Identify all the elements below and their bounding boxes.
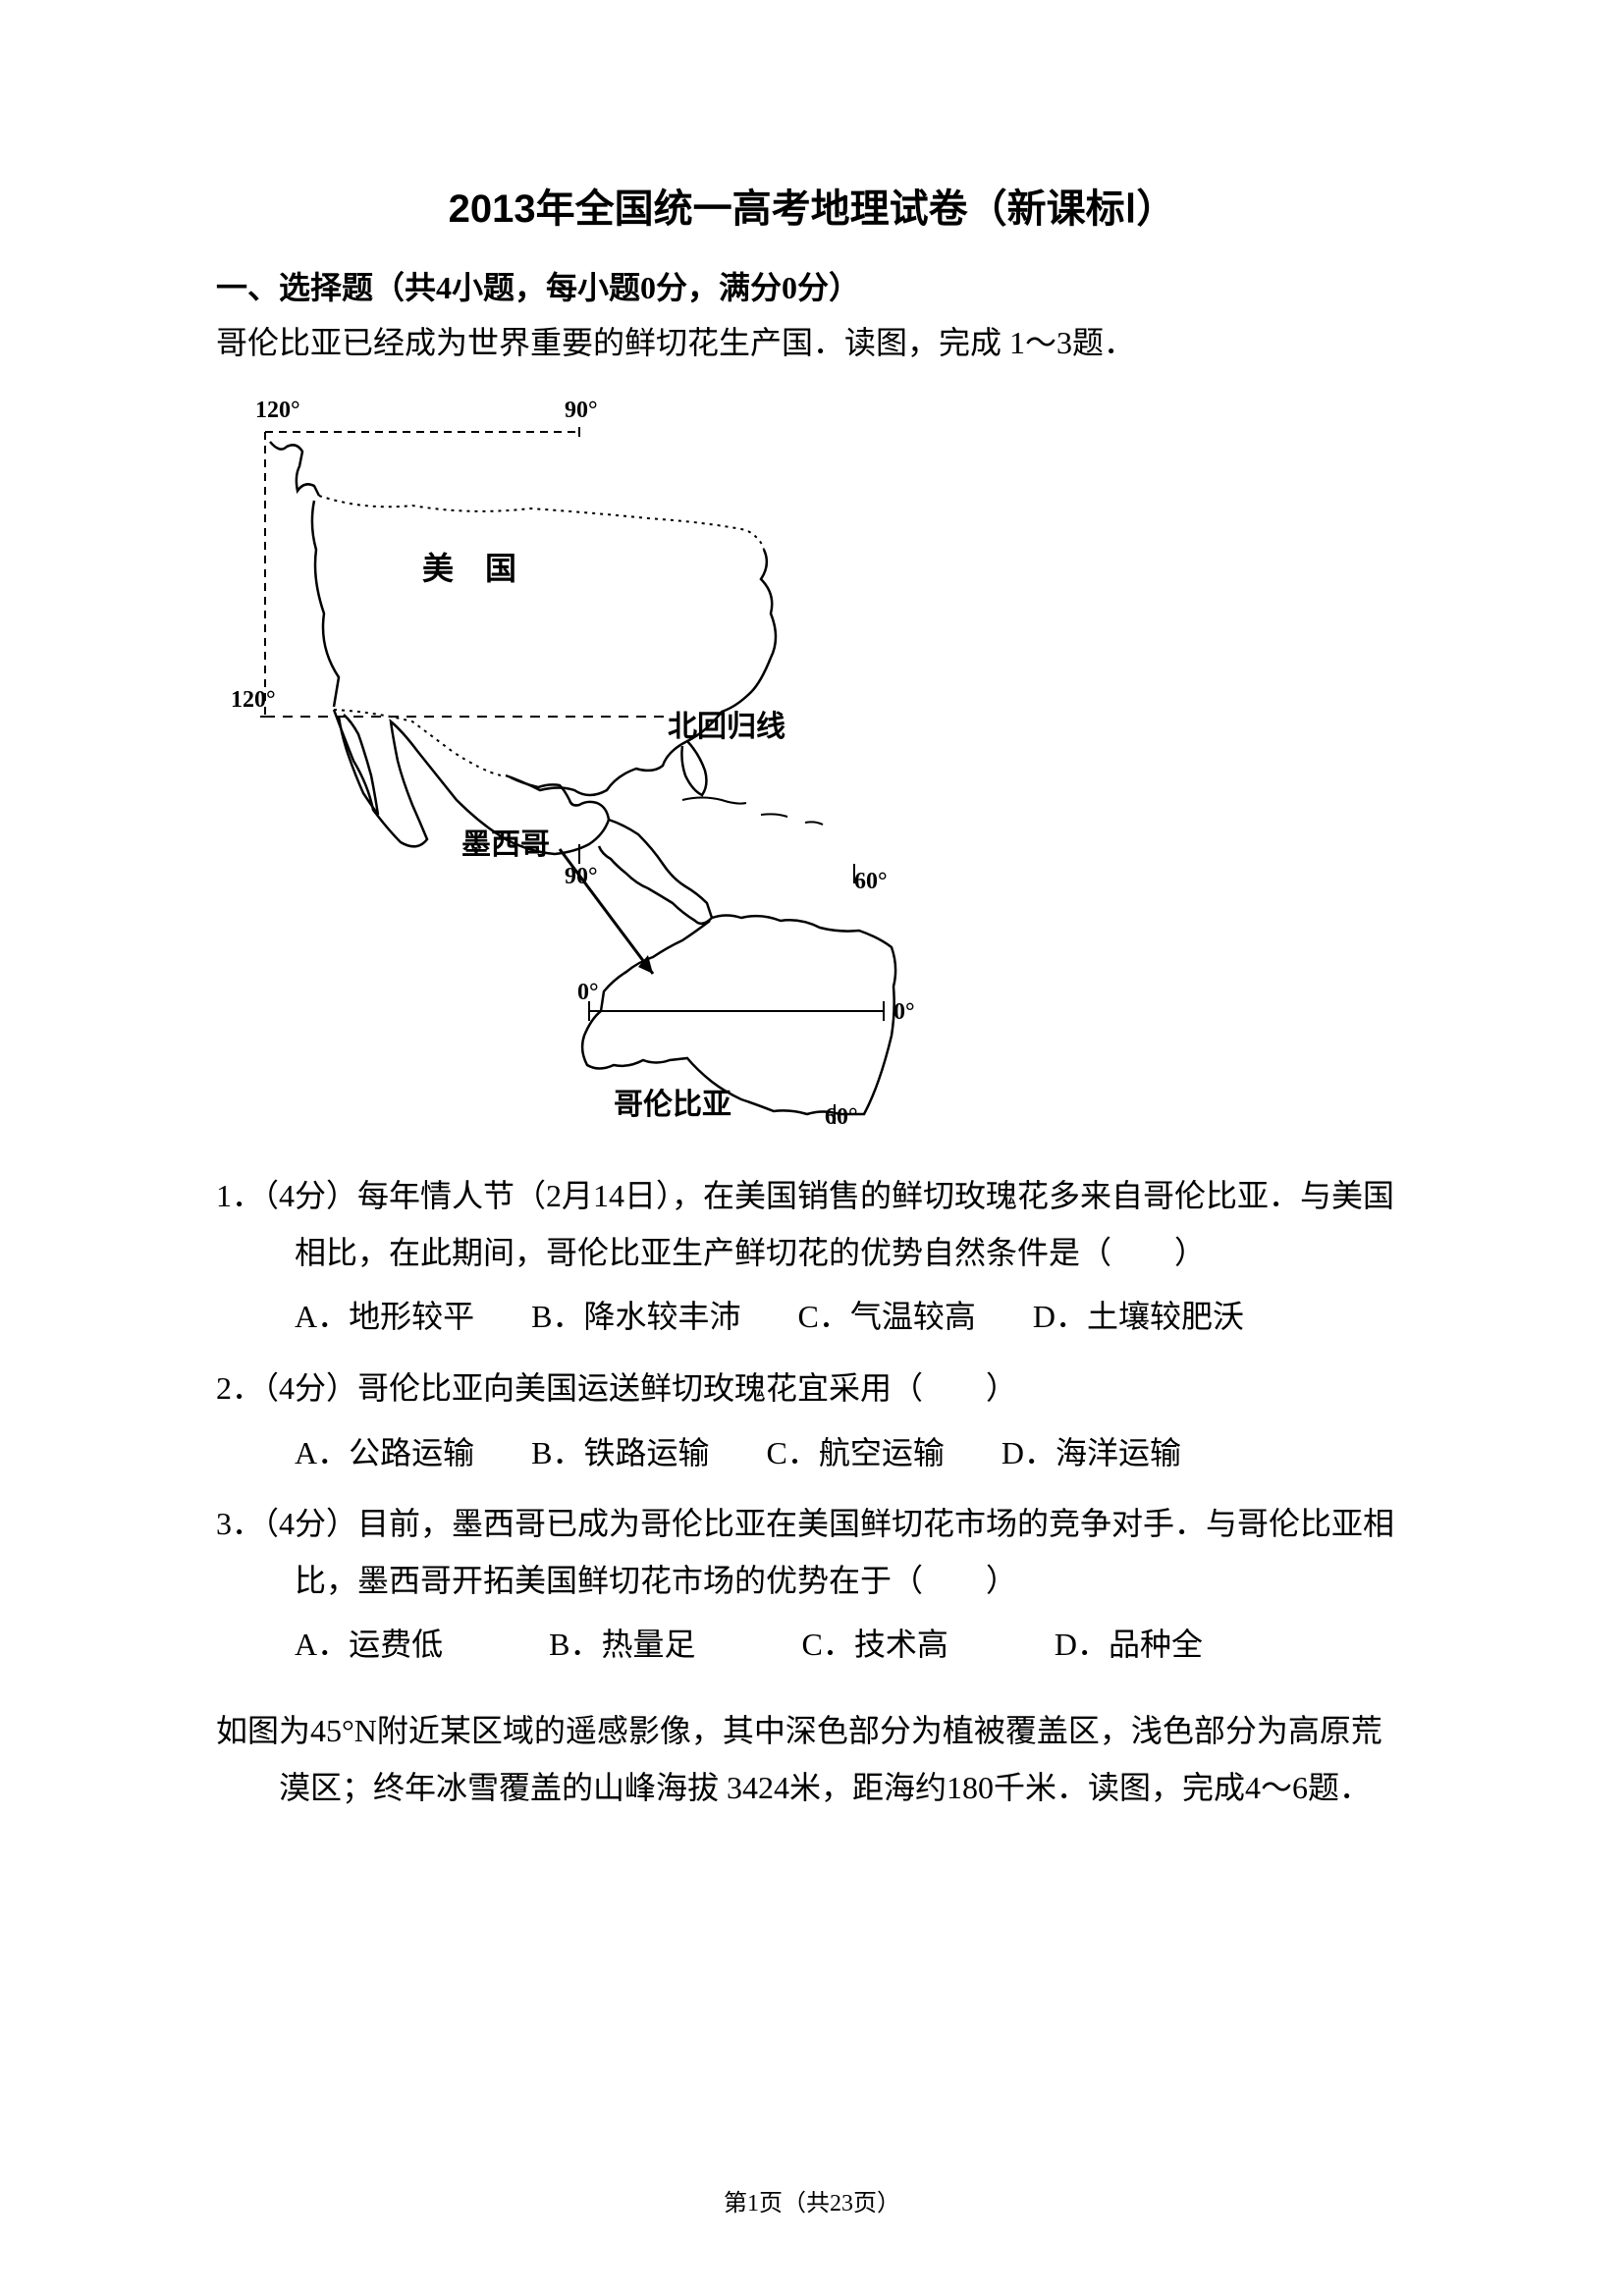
question-1: 1．（4分）每年情人节（2月14日），在美国销售的鲜切玫瑰花多来自哥伦比亚．与美… [216, 1168, 1408, 1281]
usa-mexico-border-dotted [334, 710, 501, 775]
section-header: 一、选择题（共4小题，每小题0分，满分0分） [216, 263, 1408, 308]
q3-opt-d-text: 品种全 [1109, 1627, 1203, 1662]
q1-stem: 每年情人节（2月14日），在美国销售的鲜切玫瑰花多来自哥伦比亚．与美国相比，在此… [295, 1178, 1394, 1270]
q2-opt-d-letter: D [1001, 1435, 1024, 1470]
q1-opt-a-letter: A [295, 1299, 317, 1334]
q1-option-a: A．地形较平 [295, 1289, 474, 1346]
central-america [599, 820, 712, 924]
q1-option-b: B．降水较丰沛 [531, 1289, 740, 1346]
colombia-south-america [582, 916, 895, 1115]
q3-option-b: B．热量足 [549, 1617, 695, 1674]
label-colombia: 哥伦比亚 [614, 1089, 731, 1121]
page-footer: 第1页（共23页） [0, 2183, 1624, 2217]
q1-opt-d-letter: D [1033, 1299, 1056, 1334]
q2-opt-a-text: 公路运输 [349, 1435, 474, 1470]
question-1-options: A．地形较平 B．降水较丰沛 C．气温较高 D．土壤较肥沃 [216, 1289, 1408, 1346]
label-mexico: 墨西哥 [461, 828, 550, 861]
florida-peninsula [681, 741, 706, 795]
q2-opt-c-letter: C [767, 1435, 787, 1470]
page-title: 2013年全国统一高考地理试卷（新课标Ⅰ） [216, 177, 1408, 234]
q1-opt-d-text: 土壤较肥沃 [1087, 1299, 1244, 1334]
q3-opt-a-letter: A [295, 1627, 317, 1662]
q3-option-a: A．运费低 [295, 1617, 443, 1674]
coord-90-top: 90° [565, 398, 598, 423]
coord-0-right: 0° [893, 999, 915, 1025]
q1-opt-b-letter: B [531, 1299, 552, 1334]
q1-option-c: C．气温较高 [798, 1289, 976, 1346]
q2-option-a: A．公路运输 [295, 1425, 474, 1482]
q2-points: 4分 [279, 1370, 326, 1406]
next-section-intro: 如图为45°N附近某区域的遥感影像，其中深色部分为植被覆盖区，浅色部分为高原荒漠… [216, 1703, 1408, 1816]
q3-number: 3 [216, 1506, 232, 1541]
q3-opt-a-text: 运费低 [349, 1627, 443, 1662]
coord-90-mid: 90° [565, 864, 598, 889]
q2-opt-a-letter: A [295, 1435, 317, 1470]
footer-middle: 页（共 [759, 2191, 830, 2216]
q2-number: 2 [216, 1370, 232, 1406]
coord-60-bottom: 60° [825, 1104, 858, 1130]
question-2-options: A．公路运输 B．铁路运输 C．航空运输 D．海洋运输 [216, 1425, 1408, 1482]
footer-suffix: 页） [853, 2191, 900, 2216]
q1-number: 1 [216, 1178, 232, 1213]
q3-opt-c-text: 技术高 [854, 1627, 948, 1662]
coord-0-left: 0° [577, 980, 599, 1005]
usa-northwest-coast [270, 442, 319, 496]
footer-current: 1 [747, 2191, 759, 2216]
q1-option-d: D．土壤较肥沃 [1033, 1289, 1244, 1346]
q2-opt-c-text: 航空运输 [819, 1435, 945, 1470]
q1-opt-c-text: 气温较高 [850, 1299, 976, 1334]
coord-60-upper: 60° [854, 869, 888, 894]
q2-opt-b-letter: B [531, 1435, 552, 1470]
q3-opt-b-letter: B [549, 1627, 569, 1662]
q1-opt-a-text: 地形较平 [349, 1299, 474, 1334]
q1-opt-c-letter: C [798, 1299, 819, 1334]
q2-option-d: D．海洋运输 [1001, 1425, 1181, 1482]
footer-total: 23 [830, 2191, 853, 2216]
label-tropic: 北回归线 [668, 711, 785, 743]
cuba [682, 798, 746, 804]
usa-east-gulf-coast [506, 550, 776, 795]
question-2: 2．（4分）哥伦比亚向美国运送鲜切玫瑰花宜采用（ ） [216, 1361, 1408, 1417]
q1-points: 4分 [279, 1178, 326, 1213]
q3-option-d: D．品种全 [1055, 1617, 1203, 1674]
map-figure: 120° 90° 120° 美 国 北回归线 墨西哥 90° 60° 0° 0°… [226, 383, 952, 1148]
coord-120-left: 120° [231, 687, 276, 713]
usa-canada-border-dotted [319, 496, 764, 550]
baja-california [339, 715, 378, 815]
q2-opt-b-text: 铁路运输 [584, 1435, 710, 1470]
q3-opt-d-letter: D [1055, 1627, 1077, 1662]
question-3: 3．（4分）目前，墨西哥已成为哥伦比亚在美国鲜切花市场的竞争对手．与哥伦比亚相比… [216, 1496, 1408, 1609]
question-3-options: A．运费低 B．热量足 C．技术高 D．品种全 [216, 1617, 1408, 1674]
intro-text: 哥伦比亚已经成为世界重要的鲜切花生产国．读图，完成 1～3题． [216, 318, 1408, 368]
hispaniola [761, 815, 787, 818]
q3-option-c: C．技术高 [802, 1617, 948, 1674]
q1-opt-b-text: 降水较丰沛 [584, 1299, 741, 1334]
q2-opt-d-text: 海洋运输 [1056, 1435, 1181, 1470]
q3-opt-b-text: 热量足 [602, 1627, 696, 1662]
coord-120-top: 120° [255, 398, 300, 423]
q3-stem: 目前，墨西哥已成为哥伦比亚在美国鲜切花市场的竞争对手．与哥伦比亚相比，墨西哥开拓… [295, 1506, 1394, 1598]
q2-option-c: C．航空运输 [767, 1425, 945, 1482]
q3-points: 4分 [279, 1506, 326, 1541]
q3-opt-c-letter: C [802, 1627, 823, 1662]
usa-west-coast [312, 501, 339, 707]
label-usa: 美 国 [422, 551, 516, 586]
q2-stem: 哥伦比亚向美国运送鲜切玫瑰花宜采用（ ） [357, 1370, 1017, 1406]
puerto-rico [805, 823, 823, 826]
q2-option-b: B．铁路运输 [531, 1425, 709, 1482]
footer-prefix: 第 [724, 2191, 747, 2216]
